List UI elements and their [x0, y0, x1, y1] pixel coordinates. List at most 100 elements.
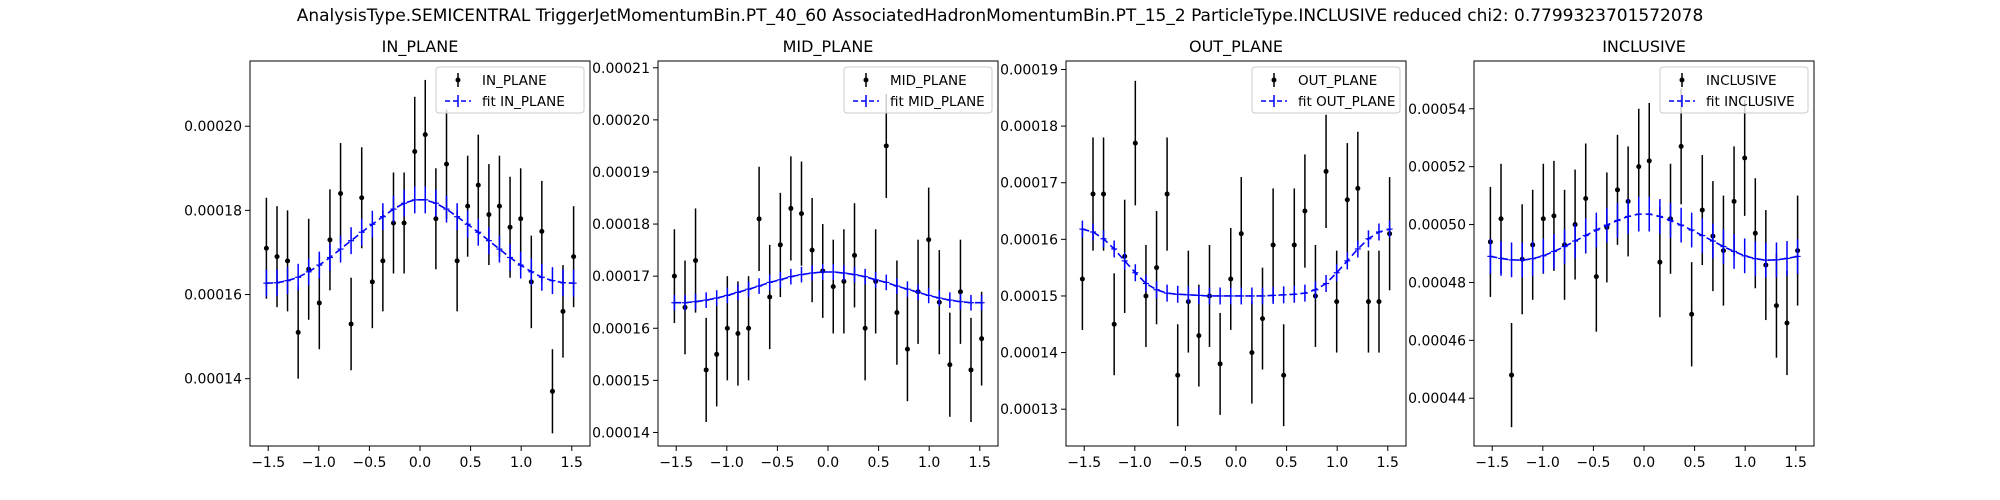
y-tick-label: 0.00015: [1000, 289, 1058, 305]
data-point: [1334, 299, 1340, 305]
data-point: [454, 258, 460, 264]
data-point: [714, 351, 720, 357]
axes-frame: [657, 60, 999, 447]
series-fit-inclusive: [1487, 196, 1801, 278]
legend-frame: [1251, 66, 1401, 114]
data-point: [1344, 197, 1350, 203]
data-point: [671, 273, 677, 279]
data-point: [359, 195, 365, 201]
data-point: [735, 330, 741, 336]
data-point: [1498, 216, 1504, 222]
data-point: [1731, 198, 1737, 204]
axes-frame: [1065, 60, 1407, 447]
x-tick-label: 0.0: [409, 455, 431, 471]
data-point: [1228, 276, 1234, 282]
x-tick-label: 1.0: [1734, 455, 1756, 471]
data-point: [1270, 242, 1276, 248]
data-point: [957, 289, 963, 295]
y-tick-label: 0.00013: [1000, 402, 1058, 418]
legend-label: fit IN_PLANE: [482, 94, 565, 110]
data-point: [862, 325, 868, 331]
x-tick-label: 1.0: [510, 455, 532, 471]
x-tick-label: −1.0: [710, 455, 744, 471]
data-point: [285, 258, 291, 264]
x-tick-label: −1.5: [659, 455, 693, 471]
data-point: [1302, 208, 1308, 214]
fit-line: [266, 199, 574, 284]
y-tick-label: 0.00018: [1000, 119, 1058, 135]
data-point: [883, 143, 889, 149]
series-fit-in-plane: [263, 186, 577, 297]
y-tick-label: 0.00014: [592, 425, 650, 441]
data-point: [549, 388, 555, 394]
subplot-inclusive: INCLUSIVE −1.5 −1.0 −0.5 0.0 0.5 1.0 1.5 0.00044…: [1408, 37, 1815, 471]
legend-label: IN_PLANE: [482, 73, 547, 89]
y-tick-label: 0.00016: [184, 288, 242, 304]
x-tick-label: 1.0: [1326, 455, 1348, 471]
data-point: [1773, 303, 1779, 309]
data-point: [788, 205, 794, 211]
data-point: [1164, 191, 1170, 197]
y-tick-label: 0.00019: [592, 165, 650, 181]
y-tick-label: 0.00018: [184, 203, 242, 219]
data-point: [1614, 187, 1620, 193]
data-point: [756, 216, 762, 222]
data-point: [1154, 265, 1160, 271]
data-point: [1509, 372, 1515, 378]
x-tick-label: 0.0: [1633, 455, 1655, 471]
legend-label: fit INCLUSIVE: [1706, 94, 1795, 110]
series-mid-plane: [671, 93, 985, 423]
x-tick-label: −0.5: [1168, 455, 1202, 471]
data-point: [444, 161, 450, 167]
y-tick-label: 0.00014: [1000, 346, 1058, 362]
data-point: [746, 325, 752, 331]
data-point: [1540, 216, 1546, 222]
data-point: [1111, 321, 1117, 327]
data-point: [1583, 196, 1589, 201]
data-point: [1217, 361, 1223, 367]
data-point: [1365, 299, 1371, 305]
data-point: [1678, 143, 1684, 149]
y-tick-label: 0.00016: [592, 321, 650, 337]
x-tick-label: −0.5: [352, 455, 386, 471]
x-tick-label: 0.5: [1275, 455, 1297, 471]
data-point: [571, 254, 577, 260]
data-point: [316, 300, 322, 306]
x-tick-label: 0.5: [867, 455, 889, 471]
data-point: [798, 211, 804, 217]
legend-label: fit MID_PLANE: [890, 94, 985, 110]
data-point: [979, 336, 985, 342]
data-point: [465, 203, 471, 209]
data-point: [1646, 158, 1652, 164]
y-tick-label: 0.00017: [1000, 176, 1058, 192]
subplot-title: INCLUSIVE: [1602, 37, 1686, 56]
y-tick-label: 0.00021: [592, 61, 650, 77]
series-in-plane: [263, 79, 577, 434]
series-fit-mid-plane: [671, 264, 985, 311]
data-point: [412, 148, 418, 154]
x-tick-label: 1.5: [561, 455, 583, 471]
legend-data-marker: [455, 77, 461, 83]
series-fit-out-plane: [1079, 220, 1393, 305]
x-tick-label: −0.5: [1576, 455, 1610, 471]
y-tick-label: 0.00050: [1408, 218, 1466, 234]
y-tick-label: 0.00044: [1408, 391, 1466, 407]
x-tick-label: 0.0: [817, 455, 839, 471]
subplot-in-plane: IN_PLANE −1.5 −1.0 −0.5 0.0 0.5 1.0 1.5 0.00014 0…: [184, 37, 591, 471]
y-tick-label: 0.00017: [592, 269, 650, 285]
data-point: [1291, 242, 1297, 248]
data-point: [1143, 293, 1149, 299]
data-point: [475, 182, 481, 188]
y-tick-label: 0.00016: [1000, 232, 1058, 248]
y-tick-label: 0.00048: [1408, 275, 1466, 291]
data-point: [1636, 164, 1642, 170]
y-tick-label: 0.00054: [1408, 102, 1466, 118]
legend-label: OUT_PLANE: [1298, 73, 1377, 89]
data-point: [486, 212, 492, 218]
data-point: [894, 310, 900, 316]
data-point: [274, 254, 280, 260]
x-tick-label: 1.0: [918, 455, 940, 471]
data-point: [1593, 274, 1599, 280]
subplot-title: MID_PLANE: [783, 37, 874, 57]
data-point: [1079, 276, 1085, 282]
